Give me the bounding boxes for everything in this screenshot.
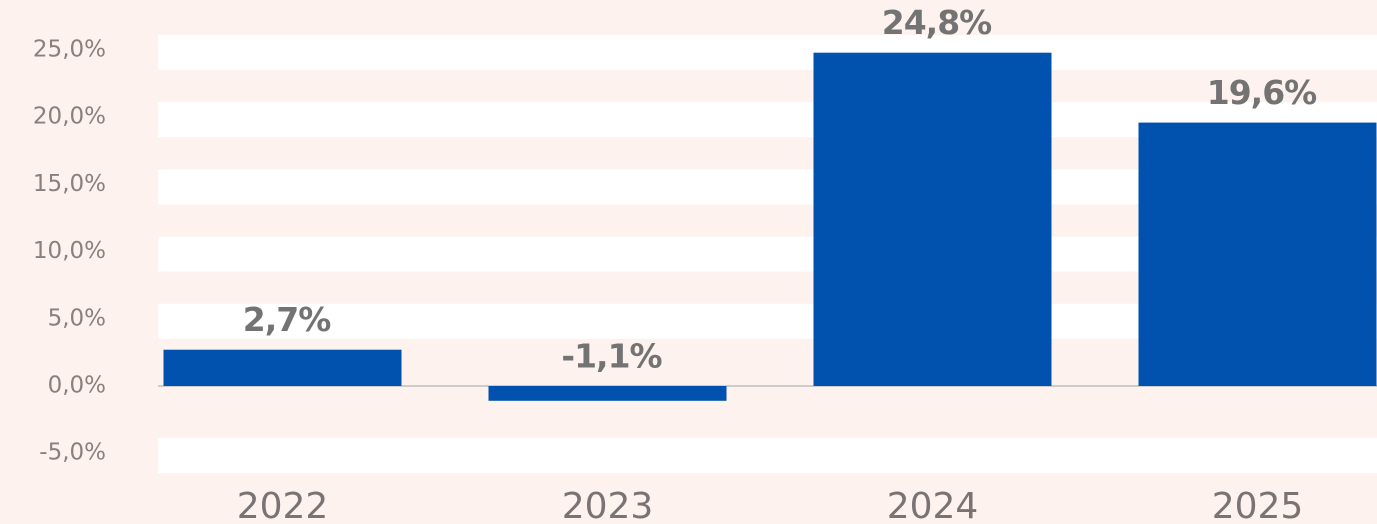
y-tick-label: 15,0% (33, 171, 106, 197)
y-tick-label: 5,0% (48, 305, 106, 331)
x-tick-label: 2025 (1212, 486, 1304, 524)
y-tick-label: 10,0% (33, 238, 106, 264)
value-label: 2,7% (243, 300, 331, 339)
x-tick-label: 2024 (887, 486, 979, 524)
y-tick-label: -5,0% (39, 440, 106, 466)
value-label: -1,1% (561, 337, 662, 376)
grid-band (158, 35, 1377, 70)
y-tick-label: 25,0% (33, 37, 106, 63)
grid-band (158, 438, 1377, 474)
bar (813, 52, 1052, 387)
bar (1138, 122, 1377, 387)
bar (488, 386, 727, 401)
bar (163, 349, 402, 386)
y-tick-label: 0,0% (48, 373, 106, 399)
x-tick-label: 2023 (562, 486, 654, 524)
value-label: 24,8% (882, 3, 992, 42)
y-tick-label: 20,0% (33, 104, 106, 130)
x-tick-label: 2022 (237, 486, 329, 524)
value-label: 19,6% (1207, 73, 1317, 112)
